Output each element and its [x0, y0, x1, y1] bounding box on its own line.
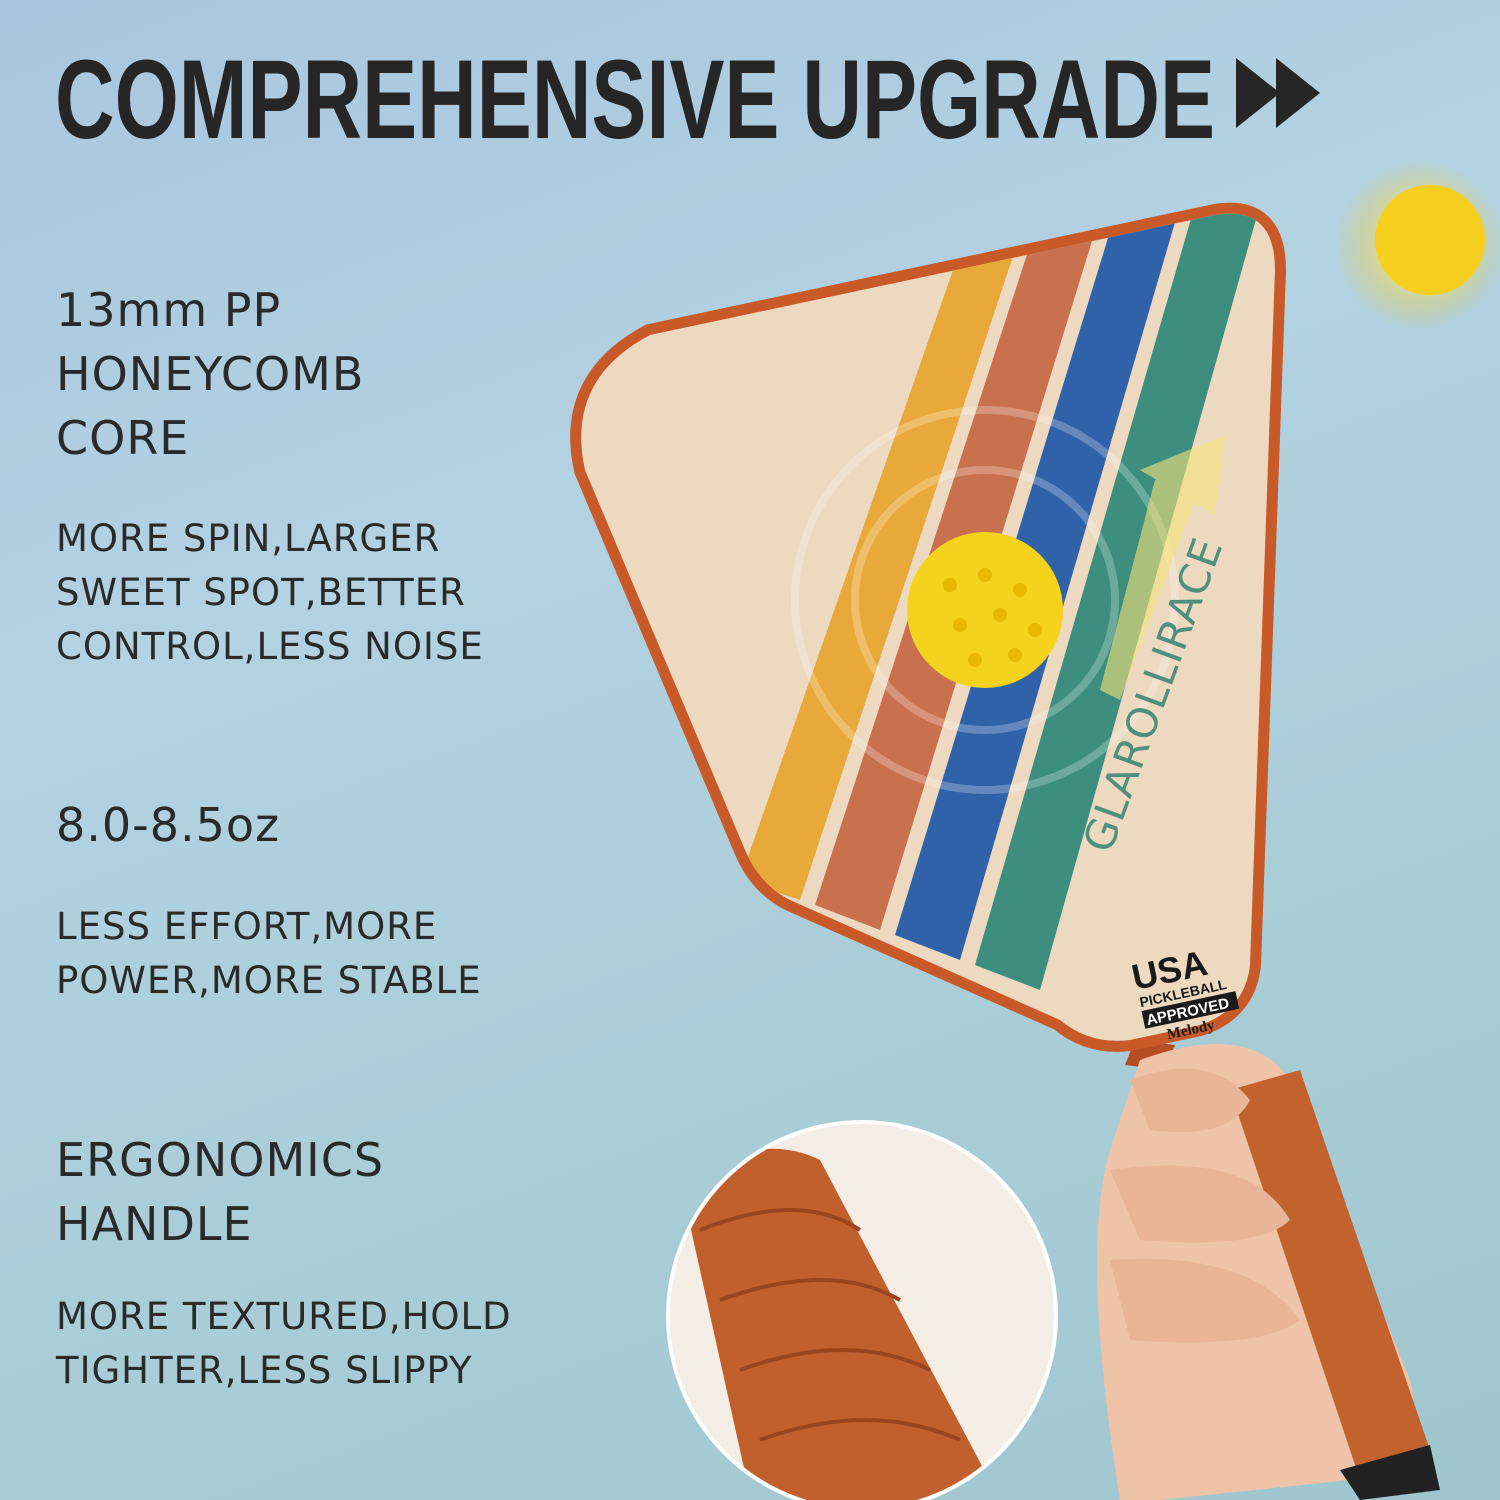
headline: COMPREHENSIVE UPGRADE: [55, 37, 1215, 162]
handle-closeup-inset: [666, 1120, 1058, 1500]
feature-1-title: 13mm PP HONEYCOMB CORE: [56, 283, 365, 465]
feature-2-title: 8.0-8.5oz: [56, 798, 281, 852]
pickleball: [907, 532, 1063, 688]
feature-3-description: MORE TEXTURED,HOLD TIGHTER,LESS SLIPPY: [56, 1295, 512, 1392]
pickleball-paddle: GLAROLLIRACE USA PICKLEBALL APPROVED Mel…: [570, 160, 1500, 1070]
double-chevron-right-icon: [1236, 58, 1320, 128]
hand-holding-handle: [1097, 1044, 1440, 1500]
feature-1-description: MORE SPIN,LARGER SWEET SPOT,BETTER CONTR…: [56, 517, 484, 668]
feature-2-description: LESS EFFORT,MORE POWER,MORE STABLE: [56, 905, 482, 1002]
feature-3-title: ERGONOMICS HANDLE: [56, 1133, 385, 1251]
